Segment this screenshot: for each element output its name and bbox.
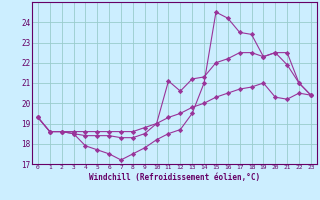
X-axis label: Windchill (Refroidissement éolien,°C): Windchill (Refroidissement éolien,°C) [89,173,260,182]
